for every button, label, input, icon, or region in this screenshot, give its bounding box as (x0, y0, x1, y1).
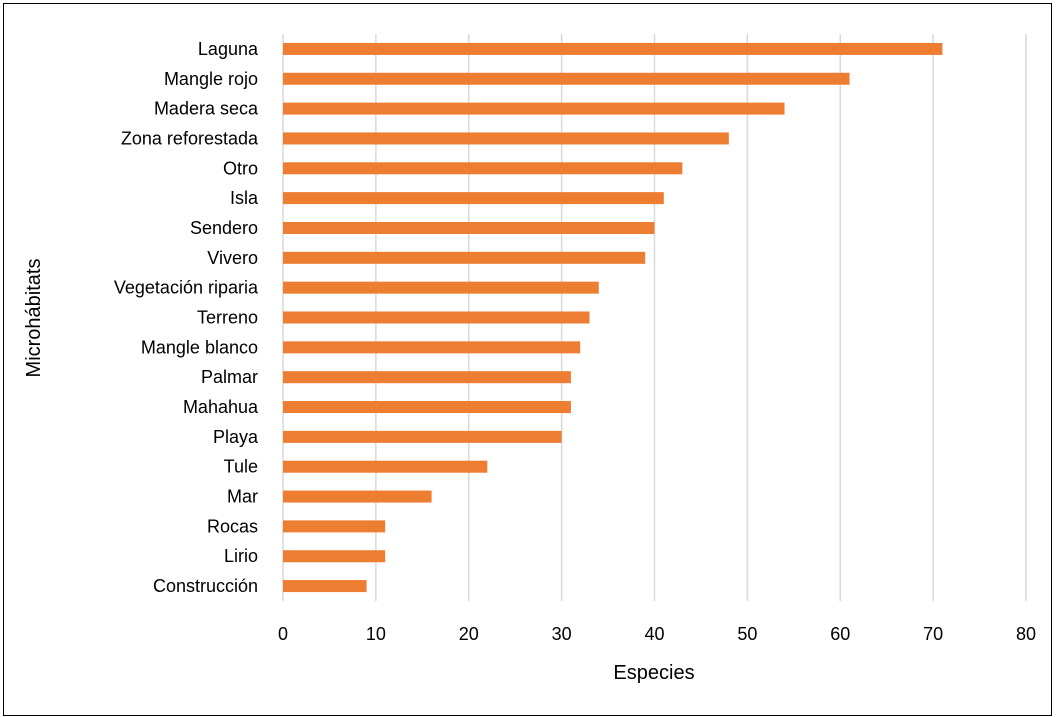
category-label: Palmar (201, 367, 258, 387)
category-label: Mar (227, 487, 258, 507)
bar (283, 430, 562, 443)
bar (283, 460, 488, 473)
bar (283, 490, 432, 503)
category-label: Playa (213, 427, 259, 447)
category-label: Tule (224, 457, 258, 477)
bar (283, 132, 729, 145)
bar (283, 580, 367, 593)
category-label: Construcción (153, 576, 258, 596)
category-label: Terreno (197, 308, 258, 328)
x-tick-label: 40 (644, 624, 664, 644)
x-tick-label: 20 (459, 624, 479, 644)
y-axis-title: Microhábitats (23, 259, 45, 378)
x-tick-label: 50 (737, 624, 757, 644)
category-label: Mangle blanco (141, 337, 258, 357)
category-label: Sendero (190, 218, 258, 238)
bar (283, 251, 646, 264)
x-tick-label: 60 (830, 624, 850, 644)
bar (283, 162, 683, 175)
bar (283, 221, 655, 234)
category-labels: Laguna Mangle rojo Madera seca Zona refores… (114, 39, 259, 596)
x-tick-label: 80 (1016, 624, 1036, 644)
category-label: Mangle rojo (164, 69, 258, 89)
x-axis-title: Especies (613, 662, 694, 684)
x-tick-label: 70 (923, 624, 943, 644)
category-label: Otro (223, 158, 258, 178)
category-label: Zona reforestada (121, 128, 259, 148)
bar (283, 520, 386, 533)
bars (283, 42, 943, 593)
bar (283, 102, 785, 115)
x-tick-labels: 0 10 20 30 40 50 60 70 80 (278, 624, 1036, 644)
bar (283, 311, 590, 324)
bar (283, 550, 386, 563)
bar (283, 401, 571, 414)
category-label: Laguna (198, 39, 259, 59)
category-label: Madera seca (154, 99, 259, 119)
x-tick-label: 0 (278, 624, 288, 644)
category-label: Vegetación riparia (114, 278, 259, 298)
chart-frame (3, 3, 1052, 716)
x-tick-label: 10 (366, 624, 386, 644)
x-tick-label: 30 (552, 624, 572, 644)
bar (283, 72, 850, 85)
bar (283, 192, 664, 205)
bar (283, 42, 943, 55)
category-label: Rocas (207, 516, 258, 536)
category-label: Vivero (207, 248, 258, 268)
gridlines (282, 34, 1027, 601)
bar (283, 371, 571, 384)
bar (283, 281, 599, 294)
category-label: Isla (230, 188, 259, 208)
bar (283, 341, 581, 354)
category-label: Mahahua (183, 397, 259, 417)
category-label: Lirio (224, 546, 258, 566)
